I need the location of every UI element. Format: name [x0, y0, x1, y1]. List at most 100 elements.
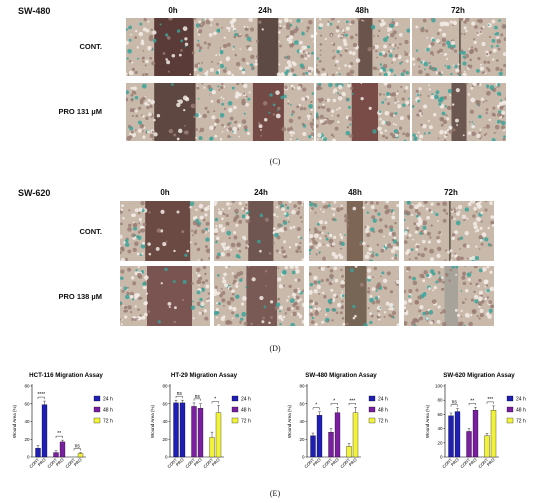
- x-tick-label: PRO: [330, 457, 340, 467]
- error-bar: [36, 445, 40, 449]
- significance-label: ns: [452, 400, 458, 406]
- legend-swatch: [93, 406, 101, 413]
- micrograph-texture: [120, 201, 210, 261]
- x-tick-label: PRO: [348, 457, 358, 467]
- micrograph-c-pro-48h: [316, 83, 410, 141]
- bar: [197, 408, 204, 458]
- error-bar: [311, 432, 315, 436]
- bar: [191, 406, 197, 458]
- significance-bracket: [211, 401, 219, 404]
- significance-label: *: [315, 403, 317, 409]
- error-bar: [336, 407, 339, 413]
- bar-chart-2: HT-29 Migration Assay Wound Area (%) 0 20 40…: [150, 372, 251, 469]
- y-tick-label: 60: [24, 401, 30, 406]
- micrograph-texture: [126, 18, 220, 76]
- legend-label: 48 h: [103, 407, 113, 413]
- micrograph-texture: [220, 83, 314, 141]
- panel-c-row-control: CONT.: [79, 42, 103, 51]
- x-tick-label: PRO: [73, 457, 83, 467]
- panel-d-row-control: CONT.: [79, 227, 103, 236]
- micrograph-c-cont-48h: [316, 18, 410, 76]
- legend-swatch: [231, 417, 239, 424]
- error-bar: [181, 400, 184, 403]
- legend-label: 72 h: [103, 418, 113, 424]
- micrograph-texture: [309, 266, 399, 326]
- y-tick-label: 20: [299, 437, 305, 442]
- significance-bracket: [55, 435, 63, 439]
- legend-swatch: [93, 417, 101, 424]
- chart-ylabel: Wound Area (%): [12, 405, 17, 438]
- panel-d-letter: (D): [269, 344, 281, 353]
- charts-canvas: HCT-116 Migration Assay Wound Area (%) 0 20…: [12, 372, 526, 469]
- panel-c-cell-line: SW-480: [18, 6, 51, 16]
- significance-bracket: [175, 396, 183, 399]
- bar: [466, 431, 472, 458]
- panel-c-time-24h: 24h: [258, 6, 272, 15]
- legend-label: 72 h: [241, 418, 251, 424]
- panel-c-time-0h: 0h: [168, 6, 178, 15]
- y-tick-label: 20: [162, 437, 168, 442]
- bar: [328, 432, 334, 458]
- legend-swatch: [93, 395, 101, 402]
- panel-c-time-48h: 48h: [355, 6, 369, 15]
- legend-label: 24 h: [516, 396, 526, 402]
- legend-swatch: [368, 395, 376, 402]
- micrograph-d-cont-0h: [120, 201, 210, 261]
- micrograph-texture: [214, 266, 304, 326]
- y-tick-label: 40: [24, 419, 30, 424]
- bar-chart-3: SW-480 Migration Assay Wound Area (%) 0 20 4…: [287, 372, 388, 469]
- significance-bracket: [193, 398, 201, 401]
- error-bar: [474, 407, 477, 411]
- panel-e-letter: (E): [269, 489, 281, 498]
- significance-label: **: [470, 398, 474, 404]
- bar: [59, 441, 66, 458]
- x-tick-label: PRO: [37, 457, 47, 467]
- legend-label: 24 h: [378, 396, 388, 402]
- micrograph-d-pro-48h: [309, 266, 399, 326]
- error-bar: [329, 428, 333, 433]
- legend-label: 72 h: [516, 418, 526, 424]
- significance-label: *: [333, 398, 335, 404]
- x-tick-label: PRO: [312, 457, 322, 467]
- significance-bracket: [468, 403, 476, 406]
- bar: [346, 446, 352, 458]
- error-bar: [354, 407, 357, 413]
- micrograph-c-cont-0h: [126, 18, 220, 76]
- micrograph-d-cont-48h: [309, 201, 399, 261]
- error-bar: [199, 403, 202, 409]
- bar: [53, 452, 59, 458]
- legend-swatch: [506, 417, 514, 424]
- panel-d-row-treatment: PRO 138 µM: [58, 292, 102, 301]
- panel-c-row-treatment: PRO 131 µM: [58, 107, 102, 116]
- bar: [352, 412, 359, 458]
- chart-title: HT-29 Migration Assay: [171, 372, 238, 379]
- bar-chart-4: SW-620 Migration Assay Wound Area (%) 0 20 4…: [425, 372, 526, 469]
- error-bar: [174, 400, 178, 403]
- significance-label: ns: [195, 394, 201, 400]
- bar: [179, 402, 186, 458]
- legend-swatch: [506, 395, 514, 402]
- bar: [454, 411, 461, 458]
- y-tick-label: 100: [435, 384, 443, 389]
- legend-label: 48 h: [241, 407, 251, 413]
- micrograph-texture: [120, 266, 210, 326]
- error-bar: [217, 405, 220, 413]
- y-tick-label: 0: [440, 455, 443, 460]
- significance-label: *: [214, 397, 216, 403]
- micrograph-texture: [412, 83, 506, 141]
- error-bar: [347, 443, 351, 447]
- y-tick-label: 60: [299, 401, 305, 406]
- micrograph-c-cont-24h: [220, 18, 314, 76]
- error-bar: [210, 431, 214, 438]
- significance-label: ***: [349, 398, 355, 404]
- error-bar: [318, 411, 321, 416]
- y-tick-label: 20: [437, 440, 443, 445]
- error-bar: [192, 402, 196, 407]
- micrograph-texture: [412, 18, 506, 76]
- micrograph-texture: [220, 18, 314, 76]
- significance-label: ****: [37, 392, 45, 398]
- legend-label: 48 h: [378, 407, 388, 413]
- y-tick-label: 40: [162, 419, 168, 424]
- significance-bracket: [73, 448, 81, 451]
- bar: [41, 404, 48, 458]
